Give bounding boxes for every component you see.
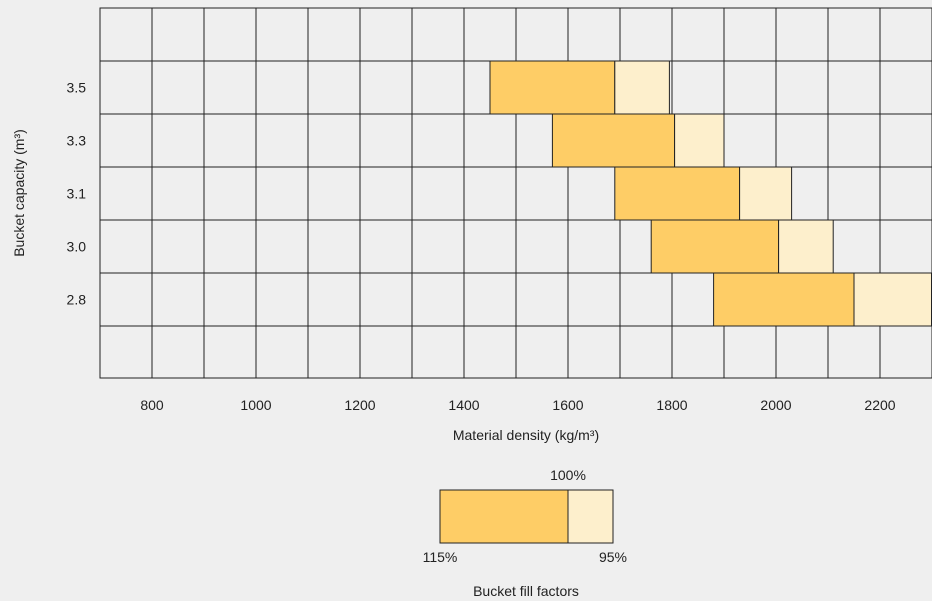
legend-label-115: 115% [423,549,458,565]
x-tick-label: 1400 [448,397,479,413]
bar-115-100-3.5 [490,61,615,114]
bar-100-95-3.3 [675,114,724,167]
x-tick-label: 1600 [552,397,583,413]
y-tick-label: 3.5 [67,80,87,96]
legend-label-100: 100% [550,467,586,483]
bar-100-95-3.5 [615,61,670,114]
bar-115-100-3.3 [552,114,674,167]
x-tick-label: 1800 [656,397,687,413]
y-tick-label: 3.1 [67,186,87,202]
bar-115-100-3.0 [651,220,778,273]
y-tick-label: 3.0 [67,239,87,255]
y-axis-title: Bucket capacity (m³) [11,129,27,257]
legend-title: Bucket fill factors [473,583,579,599]
x-tick-label: 2000 [760,397,791,413]
bar-100-95-3.1 [740,167,792,220]
bar-100-95-3.0 [779,220,834,273]
x-tick-label: 1200 [344,397,375,413]
legend-label-95: 95% [599,549,627,565]
x-tick-label: 800 [140,397,164,413]
x-tick-labels: 800 1000 1200 1400 1600 1800 2000 2200 [140,397,895,413]
y-tick-label: 3.3 [67,133,87,149]
y-tick-labels: 3.5 3.3 3.1 3.0 2.8 [67,80,87,308]
legend-swatch-100-95 [568,490,613,543]
x-tick-label: 2200 [864,397,895,413]
legend: 100% 115% 95% Bucket fill factors [423,467,627,599]
bar-100-95-2.8 [854,273,932,326]
bar-115-100-2.8 [714,273,854,326]
x-tick-label: 1000 [240,397,271,413]
x-axis-title: Material density (kg/m³) [453,427,599,443]
chart-bars [490,61,932,326]
y-tick-label: 2.8 [67,292,87,308]
legend-swatch-115-100 [440,490,568,543]
bar-115-100-3.1 [615,167,740,220]
